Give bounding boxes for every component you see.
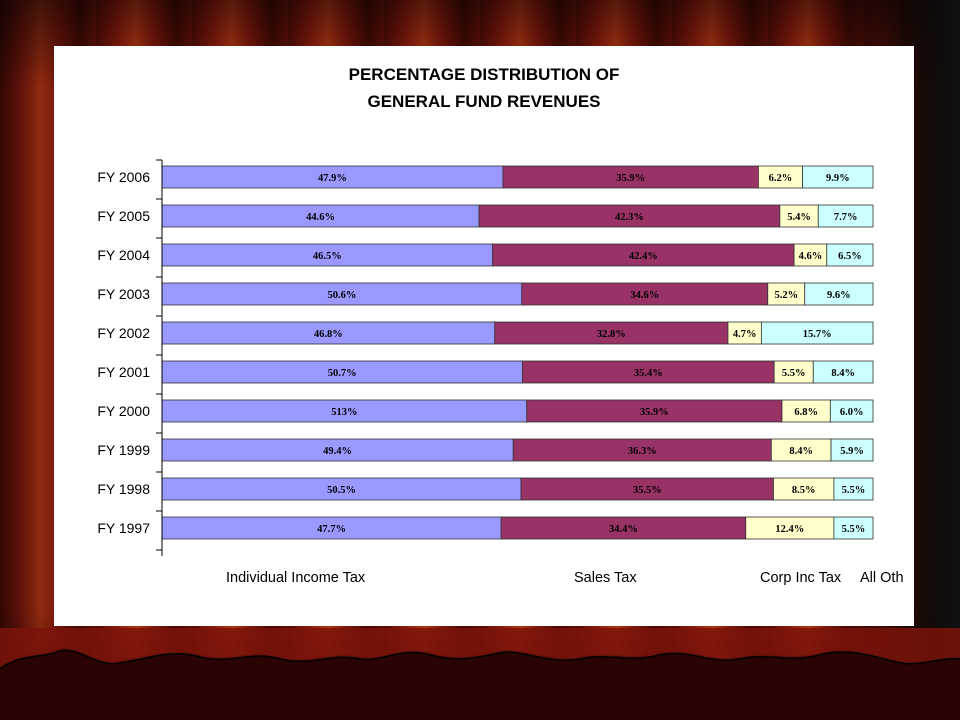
data-label: 42.3% — [615, 212, 644, 223]
category-label: FY 1998 — [97, 481, 150, 497]
data-label: 12.4% — [775, 524, 804, 535]
data-label: 5.5% — [782, 368, 806, 379]
curtain-valance — [0, 628, 960, 720]
legend-entry: All Oth — [860, 570, 904, 586]
data-label: 35.4% — [634, 368, 663, 379]
data-label: 6.2% — [769, 173, 793, 184]
category-label: FY 2005 — [97, 208, 150, 224]
data-label: 8.5% — [792, 485, 816, 496]
data-label: 5.4% — [787, 212, 811, 223]
data-label: 5.5% — [842, 524, 866, 535]
data-label: 42.4% — [629, 251, 658, 262]
data-label: 35.9% — [640, 407, 669, 418]
data-label: 7.7% — [834, 212, 858, 223]
data-label: 36.3% — [628, 446, 657, 457]
bar-segment — [833, 477, 874, 501]
stacked-bar-chart: PERCENTAGE DISTRIBUTION OF GENERAL FUND … — [97, 65, 904, 586]
data-label: 50.5% — [327, 485, 356, 496]
data-label: 50.6% — [327, 290, 356, 301]
legend: Individual Income Tax Sales Tax Corp Inc T… — [226, 570, 904, 586]
category-label: FY 1997 — [97, 520, 150, 536]
data-label: 8.4% — [831, 368, 855, 379]
data-label: 6.8% — [794, 407, 818, 418]
data-label: 8.4% — [789, 446, 813, 457]
data-label: 513% — [331, 407, 357, 418]
data-label: 47.9% — [318, 173, 347, 184]
data-label: 34.4% — [609, 524, 638, 535]
bar-segment — [812, 360, 874, 384]
bar-segment — [760, 321, 874, 345]
data-label: 46.8% — [314, 329, 343, 340]
bar-segment — [833, 516, 874, 540]
category-axis: FY 2006 FY 2005 FY 2004 FY 2003 FY 2002 FY 20… — [97, 159, 163, 556]
category-label: FY 2002 — [97, 325, 150, 341]
category-label: FY 2006 — [97, 169, 150, 185]
bar-segment — [826, 243, 874, 267]
data-label: 9.9% — [826, 173, 850, 184]
data-label: 50.7% — [328, 368, 357, 379]
legend-entry: Corp Inc Tax — [760, 570, 842, 586]
bar-segment — [830, 438, 874, 462]
data-label: 15.7% — [803, 329, 832, 340]
data-label: 34.6% — [630, 290, 659, 301]
data-label: 44.6% — [306, 212, 335, 223]
data-label: 5.9% — [840, 446, 864, 457]
data-label: 6.5% — [838, 251, 862, 262]
data-label: 9.6% — [827, 290, 851, 301]
data-label: 49.4% — [323, 446, 352, 457]
data-label: 4.6% — [799, 251, 823, 262]
data-label: 32.8% — [597, 329, 626, 340]
bar-segment — [829, 399, 874, 423]
bar-segment — [804, 282, 874, 306]
category-label: FY 2004 — [97, 247, 150, 263]
category-label: FY 2001 — [97, 364, 150, 380]
chart-title-line-1: PERCENTAGE DISTRIBUTION OF — [349, 65, 620, 84]
data-label: 35.9% — [616, 173, 645, 184]
data-label: 5.5% — [842, 485, 866, 496]
bars-group: 47.9% 35.9% 6.2% 9.9% 44.6% 42.3% 5.4% 7.7% 46.5… — [161, 165, 874, 540]
legend-entry: Sales Tax — [574, 570, 637, 586]
chart-title-line-2: GENERAL FUND REVENUES — [368, 92, 601, 111]
category-label: FY 2000 — [97, 403, 150, 419]
chart-panel: PERCENTAGE DISTRIBUTION OF GENERAL FUND … — [54, 46, 914, 626]
bar-segment — [802, 165, 874, 189]
legend-entry: Individual Income Tax — [226, 570, 366, 586]
data-label: 6.0% — [840, 407, 864, 418]
bar-segment — [817, 204, 874, 228]
data-label: 47.7% — [317, 524, 346, 535]
category-label: FY 2003 — [97, 286, 150, 302]
data-label: 35.5% — [633, 485, 662, 496]
data-label: 46.5% — [313, 251, 342, 262]
category-label: FY 1999 — [97, 442, 150, 458]
data-label: 4.7% — [733, 329, 757, 340]
data-label: 5.2% — [774, 290, 798, 301]
